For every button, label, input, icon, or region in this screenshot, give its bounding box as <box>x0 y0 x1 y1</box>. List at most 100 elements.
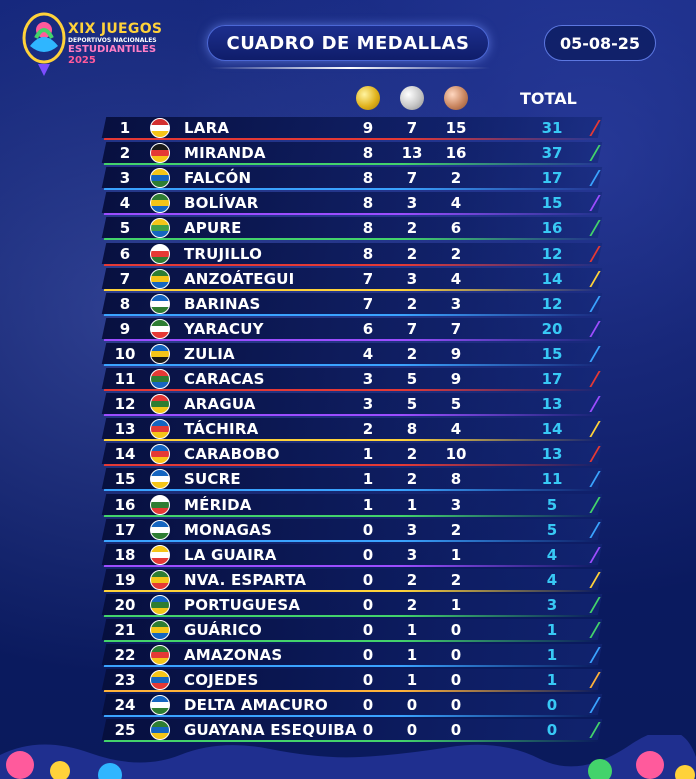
row-background <box>101 293 603 314</box>
gold-count: 8 <box>362 219 374 237</box>
table-row: 11 CARACAS 3 5 9 17 <box>101 368 604 391</box>
gold-count: 1 <box>362 470 374 488</box>
gold-medal-icon <box>356 86 380 110</box>
gold-count: 0 <box>362 571 374 589</box>
gold-count: 3 <box>362 395 374 413</box>
total-count: 15 <box>541 194 563 212</box>
state-flag-icon <box>150 193 170 213</box>
rank-number: 1 <box>119 119 131 137</box>
bronze-count: 1 <box>450 546 462 564</box>
state-name: NVA. ESPARTA <box>184 571 307 589</box>
silver-count: 7 <box>406 119 418 137</box>
state-name: CARACAS <box>184 370 265 388</box>
gold-count: 8 <box>362 169 374 187</box>
gold-count: 7 <box>362 270 374 288</box>
state-flag-icon <box>150 520 170 540</box>
silver-count: 2 <box>406 219 418 237</box>
row-background <box>101 569 603 590</box>
total-count: 17 <box>541 370 563 388</box>
state-flag-icon <box>150 118 170 138</box>
row-background <box>101 117 603 138</box>
row-accent-line <box>103 289 601 291</box>
total-count: 5 <box>546 521 558 539</box>
table-row: 1 LARA 9 7 15 31 <box>101 117 604 140</box>
bronze-count: 9 <box>450 370 462 388</box>
gold-count: 0 <box>362 721 374 739</box>
rank-number: 9 <box>119 320 131 338</box>
bronze-count: 4 <box>450 194 462 212</box>
rank-number: 13 <box>114 420 136 438</box>
title-underline <box>210 67 490 69</box>
rank-number: 20 <box>114 596 136 614</box>
row-background <box>101 494 603 515</box>
row-background <box>101 619 603 640</box>
total-count: 1 <box>546 646 558 664</box>
state-flag-icon <box>150 695 170 715</box>
total-count: 1 <box>546 671 558 689</box>
row-background <box>101 217 603 238</box>
state-name: ARAGUA <box>184 395 256 413</box>
bronze-count: 0 <box>450 671 462 689</box>
row-accent-line <box>103 188 601 190</box>
row-accent-line <box>103 264 601 266</box>
silver-count: 2 <box>406 470 418 488</box>
logo-subtitle-2: ESTUDIANTILES <box>68 44 157 55</box>
rank-number: 12 <box>114 395 136 413</box>
state-flag-icon <box>150 369 170 389</box>
page-title: CUADRO DE MEDALLAS <box>226 32 470 54</box>
state-flag-icon <box>150 344 170 364</box>
date-badge: 05-08-25 <box>544 25 656 61</box>
row-background <box>101 192 603 213</box>
state-name: GUÁRICO <box>184 621 262 639</box>
row-background <box>101 594 603 615</box>
state-name: COJEDES <box>184 671 259 689</box>
total-count: 12 <box>541 295 563 313</box>
row-accent-line <box>103 665 601 667</box>
silver-count: 8 <box>406 420 418 438</box>
bronze-count: 15 <box>445 119 467 137</box>
logo-subtitle: DEPORTIVOS NACIONALES <box>68 37 157 44</box>
state-name: BARINAS <box>184 295 261 313</box>
games-logo: XIX JUEGOS DEPORTIVOS NACIONALES ESTUDIA… <box>18 8 168 78</box>
table-row: 15 SUCRE 1 2 8 11 <box>101 468 604 491</box>
state-name: YARACUY <box>184 320 264 338</box>
state-flag-icon <box>150 168 170 188</box>
silver-count: 1 <box>406 496 418 514</box>
total-count: 4 <box>546 546 558 564</box>
row-accent-line <box>103 238 601 240</box>
row-accent-line <box>103 414 601 416</box>
state-name: MIRANDA <box>184 144 266 162</box>
state-flag-icon <box>150 143 170 163</box>
decorative-footer-pattern <box>0 735 696 779</box>
table-row: 23 COJEDES 0 1 0 1 <box>101 669 604 692</box>
table-row: 24 DELTA AMACURO 0 0 0 0 <box>101 694 604 717</box>
gold-count: 6 <box>362 320 374 338</box>
state-name: DELTA AMACURO <box>184 696 328 714</box>
state-flag-icon <box>150 570 170 590</box>
total-count: 15 <box>541 345 563 363</box>
row-accent-line <box>103 540 601 542</box>
rank-number: 3 <box>119 169 131 187</box>
table-row: 17 MONAGAS 0 3 2 5 <box>101 519 604 542</box>
state-name: GUAYANA ESEQUIBA <box>184 721 357 739</box>
row-background <box>101 243 603 264</box>
total-count: 0 <box>546 721 558 739</box>
total-count: 5 <box>546 496 558 514</box>
state-flag-icon <box>150 469 170 489</box>
gold-count: 1 <box>362 496 374 514</box>
row-accent-line <box>103 364 601 366</box>
bronze-count: 2 <box>450 169 462 187</box>
title-banner: CUADRO DE MEDALLAS <box>207 25 489 61</box>
table-row: 19 NVA. ESPARTA 0 2 2 4 <box>101 569 604 592</box>
total-column-header: TOTAL <box>520 89 577 108</box>
state-flag-icon <box>150 495 170 515</box>
row-accent-line <box>103 640 601 642</box>
gold-count: 0 <box>362 621 374 639</box>
state-flag-icon <box>150 595 170 615</box>
bronze-count: 0 <box>450 621 462 639</box>
state-flag-icon <box>150 620 170 640</box>
rank-number: 14 <box>114 445 136 463</box>
row-background <box>101 268 603 289</box>
bronze-count: 16 <box>445 144 467 162</box>
